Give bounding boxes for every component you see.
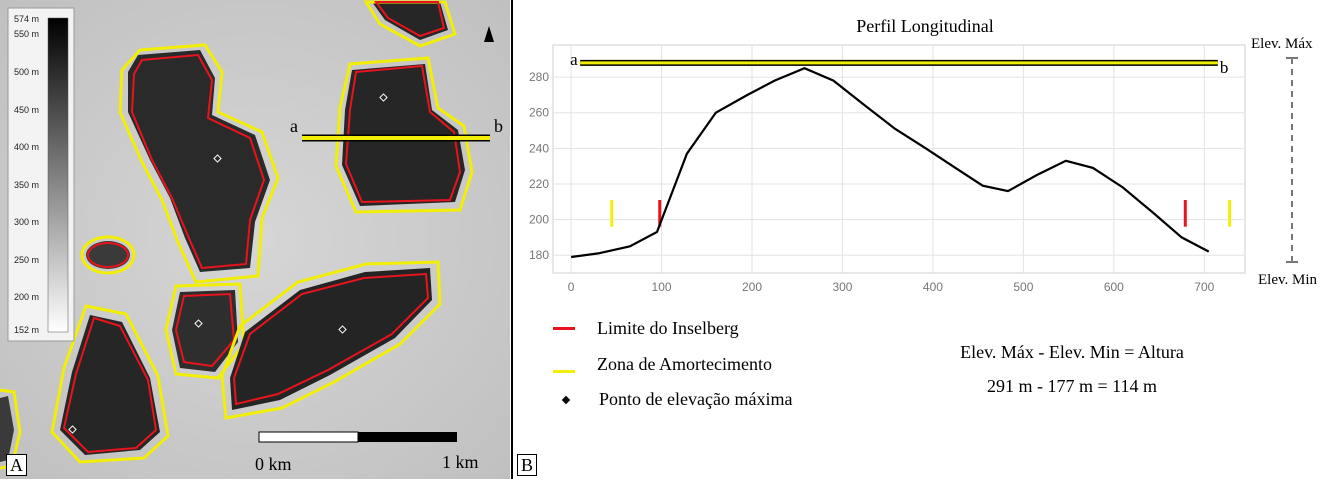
transect-end-label: b <box>1220 58 1229 77</box>
tick-labels: 180 200 220 240 260 280 0 100 200 300 400 500 600 700 <box>529 70 1215 294</box>
max-elevation-points <box>68 93 388 434</box>
profile-chart: 180 200 220 240 260 280 0 100 200 300 400 500 600 700… <box>529 44 1298 294</box>
formula-line-1: Elev. Máx - Elev. Min = Altura <box>960 342 1184 362</box>
profile-series <box>570 67 1210 259</box>
x-tick-label: 0 <box>568 280 575 294</box>
y-tick-label: 260 <box>529 106 549 120</box>
panel-letter-b: B <box>517 454 538 476</box>
x-tick-label: 700 <box>1194 280 1214 294</box>
elev-min-label: Elev. Min <box>1258 272 1318 288</box>
grid <box>553 45 1245 273</box>
inselberg-1 <box>118 43 280 284</box>
x-tick-label: 300 <box>832 280 852 294</box>
scale-end-label: 1 km <box>442 452 479 472</box>
colorbar: 574 m 550 m 500 m 450 m 400 m 350 m 300 … <box>7 7 75 342</box>
colorbar-label: 200 m <box>14 292 39 302</box>
legend-label: Limite do Inselberg <box>597 318 739 338</box>
inselberg-4 <box>80 235 136 275</box>
x-tick-label: 400 <box>923 280 943 294</box>
relief-map: a b 574 m 550 m 500 m 450 m 400 m 350 m … <box>0 0 510 479</box>
y-tick-label: 280 <box>529 70 549 84</box>
legend-item-max-point: Ponto de elevação máxima <box>553 389 792 410</box>
y-tick-label: 180 <box>529 248 549 262</box>
inselberg-5 <box>50 304 170 464</box>
plot-area <box>552 44 1246 274</box>
legend-swatch-yellow <box>553 370 575 373</box>
transect-start-label: a <box>570 50 578 69</box>
colorbar-label: 400 m <box>14 142 39 152</box>
y-tick-label: 200 <box>529 213 549 227</box>
colorbar-label: 450 m <box>14 105 39 115</box>
colorbar-label: 500 m <box>14 67 39 77</box>
panel-letter-a: A <box>6 454 27 476</box>
legend-item-inselberg-limit: Limite do Inselberg <box>553 318 739 339</box>
scale-bar: 0 km 1 km <box>255 431 479 474</box>
north-arrow-icon <box>484 26 494 42</box>
transect-end-label: b <box>494 116 503 136</box>
colorbar-label: 574 m <box>14 14 39 24</box>
colorbar-label: 350 m <box>14 180 39 190</box>
inselberg-8 <box>0 396 14 462</box>
transect-start-label: a <box>290 116 298 136</box>
colorbar-label: 550 m <box>14 29 39 39</box>
x-tick-label: 200 <box>742 280 762 294</box>
profile-line <box>570 67 1210 259</box>
legend-label: Ponto de elevação máxima <box>599 389 793 409</box>
legend-swatch-red <box>553 327 575 330</box>
y-tick-label: 220 <box>529 177 549 191</box>
legend-label: Zona de Amortecimento <box>597 354 772 374</box>
legend-item-buffer-zone: Zona de Amortecimento <box>553 354 772 375</box>
inselberg-3 <box>363 0 457 48</box>
diamond-icon <box>561 395 571 404</box>
map-panel: a b 574 m 550 m 500 m 450 m 400 m 350 m … <box>0 0 510 479</box>
chart-title: Perfil Longitudinal <box>856 16 994 36</box>
x-tick-label: 600 <box>1104 280 1124 294</box>
elev-max-label: Elev. Máx <box>1251 36 1313 52</box>
scale-start-label: 0 km <box>255 454 292 474</box>
colorbar-label: 250 m <box>14 255 39 265</box>
x-tick-label: 100 <box>652 280 672 294</box>
colorbar-label: 152 m <box>14 325 39 335</box>
formula-line-2: 291 m - 177 m = 114 m <box>987 376 1157 396</box>
inselberg-7 <box>220 260 442 420</box>
x-tick-label: 500 <box>1013 280 1033 294</box>
colorbar-label: 300 m <box>14 217 39 227</box>
profile-panel: Perfil Longitudinal 180 200 220 240 260 280 0 1… <box>511 0 1335 479</box>
inselberg-6 <box>164 282 246 380</box>
y-tick-label: 240 <box>529 141 549 155</box>
